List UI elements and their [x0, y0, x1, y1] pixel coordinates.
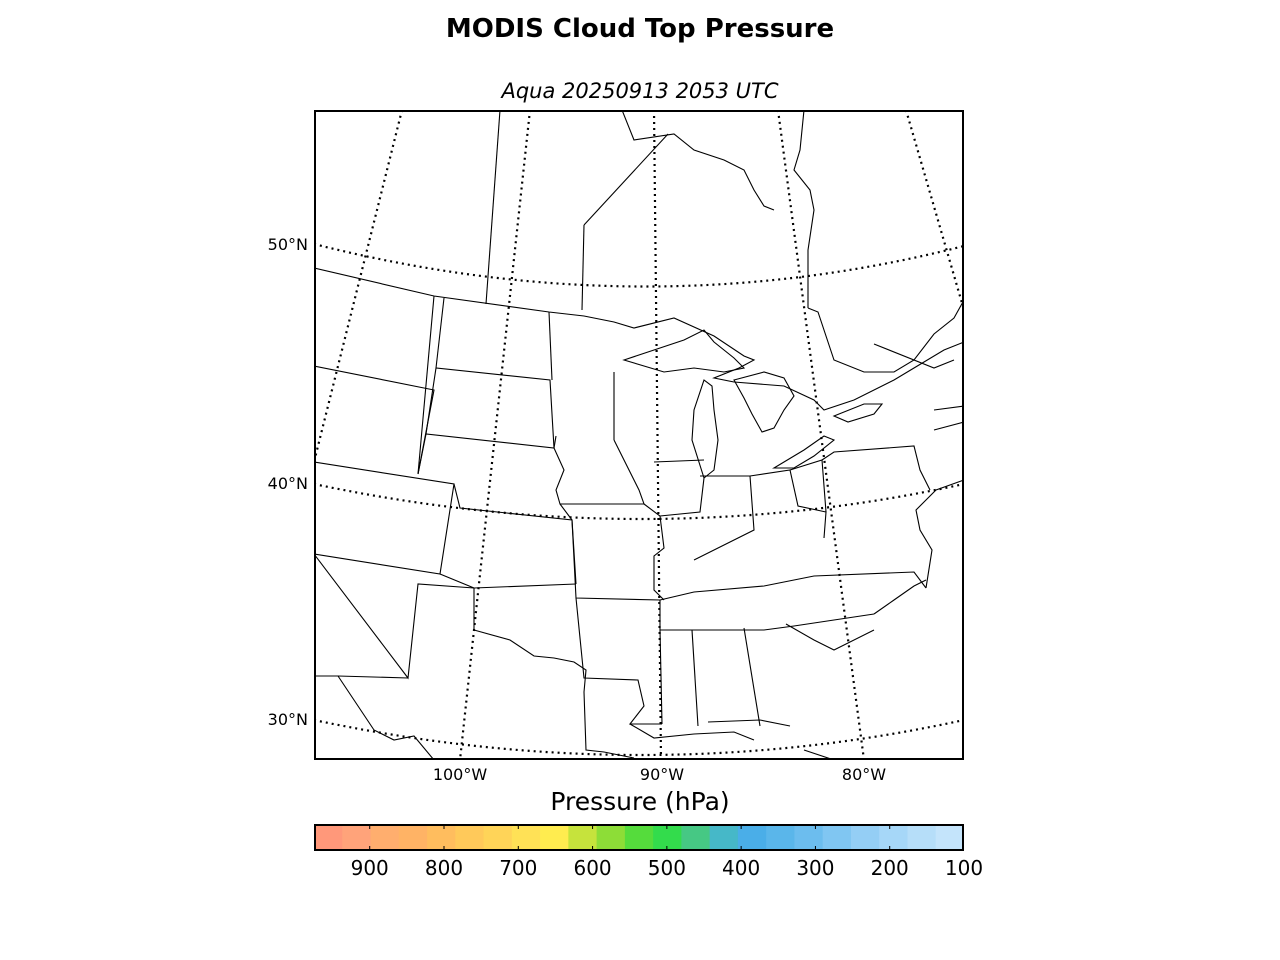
lat-label-40n: 40°N: [267, 474, 308, 493]
colorbar-segment: [737, 824, 767, 851]
colorbar-segment: [370, 824, 400, 851]
colorbar-segment: [822, 824, 852, 851]
colorbar-segment: [850, 824, 880, 851]
lat-label-30n: 30°N: [267, 710, 308, 729]
map-panel: [314, 110, 964, 760]
colorbar-segment: [398, 824, 428, 851]
state-line: [316, 365, 435, 475]
lake-ontario: [832, 403, 884, 423]
colorbar-tick-label: 200: [870, 856, 909, 880]
colorbar-segment: [935, 824, 964, 851]
colorbar-segment: [483, 824, 513, 851]
meridian-100w: [459, 112, 531, 758]
colorbar-segment: [540, 824, 569, 851]
lon-label-90w: 90°W: [639, 765, 685, 784]
colorbar-tick-label: 400: [722, 856, 761, 880]
colorbar-tick-label: 800: [424, 856, 464, 880]
colorbar-tick-label: 900: [350, 856, 389, 880]
colorbar-tick-label: 100: [944, 856, 984, 880]
meridian-110w: [316, 112, 403, 459]
colorbar-segment: [342, 824, 372, 851]
colorbar-segment: [596, 824, 626, 851]
colorbar-segment: [681, 824, 711, 851]
colorbar-tick-label: 300: [796, 856, 835, 880]
colorbar-segment: [624, 824, 654, 851]
colorbar-segment: [794, 824, 824, 851]
colorbar-segment: [879, 824, 909, 851]
meridian-90w: [652, 112, 663, 758]
graticule: [316, 112, 962, 758]
boundaries: [316, 112, 962, 758]
colorbar-segment: [709, 824, 739, 851]
us-canada-border: [316, 267, 962, 411]
colorbar-segment: [511, 824, 541, 851]
lon-label-100w: 100°W: [432, 765, 488, 784]
map-svg: [316, 112, 962, 758]
lon-label-80w: 80°W: [841, 765, 887, 784]
colorbar-label: Pressure (hPa): [550, 787, 730, 816]
colorbar-segment: [653, 824, 682, 851]
lat-label-50n: 50°N: [267, 235, 308, 254]
colorbar-border: [314, 824, 964, 851]
meridian-70w: [905, 112, 962, 308]
colorbar-segment: [455, 824, 485, 851]
meridian-80w: [777, 112, 865, 758]
figure-title: MODIS Cloud Top Pressure: [445, 14, 835, 44]
colorbar-tick-label: 600: [573, 856, 612, 880]
colorbar-tick-label: 500: [647, 856, 686, 880]
colorbar: [314, 824, 964, 851]
lake-huron: [733, 371, 795, 433]
colorbar-segment: [314, 824, 343, 851]
parallel-50n: [316, 243, 962, 288]
colorbar-segment: [427, 824, 456, 851]
lake-superior: [622, 329, 746, 373]
lake-michigan: [691, 379, 719, 479]
colorbar-tick-label: 700: [499, 856, 538, 880]
figure-subtitle: Aqua 20250913 2053 UTC: [501, 79, 779, 103]
lake-erie: [772, 435, 836, 469]
parallel-30n: [316, 719, 962, 757]
colorbar-segment: [907, 824, 937, 851]
colorbar-segment: [766, 824, 796, 851]
